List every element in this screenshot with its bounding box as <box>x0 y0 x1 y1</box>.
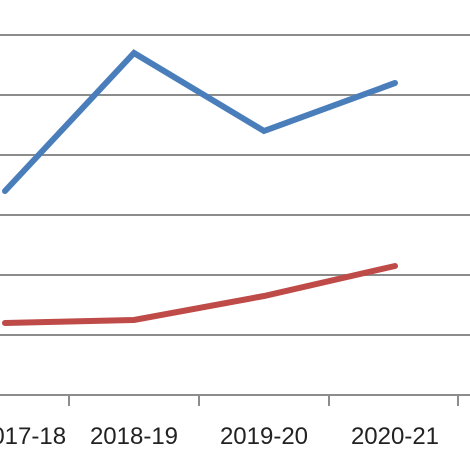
x-axis-labels: 2017-18 2018-19 2019-20 2020-21 <box>0 423 439 450</box>
x-axis-ticks <box>68 395 459 406</box>
x-tick-label: 2019-20 <box>220 423 308 450</box>
x-tick-label: 2017-18 <box>0 423 66 450</box>
gridlines <box>0 34 470 336</box>
series-line-1 <box>2 49 398 194</box>
series-line-2 <box>2 263 398 326</box>
x-tick-label: 2018-19 <box>90 423 178 450</box>
series-lines <box>2 49 398 326</box>
x-tick-label: 2020-21 <box>351 423 439 450</box>
